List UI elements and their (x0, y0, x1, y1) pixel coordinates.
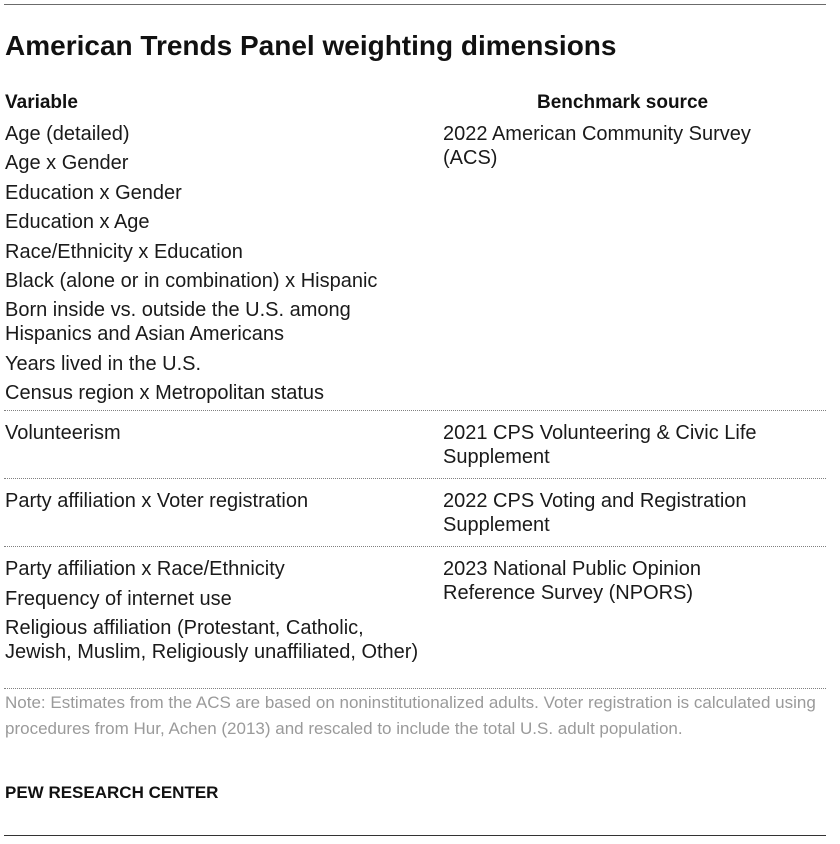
variable-cell: Party affiliation x Voter registration (4, 489, 441, 541)
footnote: Note: Estimates from the ACS are based o… (5, 693, 816, 738)
page-title: American Trends Panel weighting dimensio… (5, 30, 617, 61)
top-rule (4, 4, 826, 5)
variable-cell: Volunteerism (4, 421, 441, 473)
variable-cell: Age (detailed) Age x Gender Education x … (4, 122, 441, 405)
benchmark-source-cell: 2022 CPS Voting and Registration Supplem… (443, 490, 747, 536)
table-row: Party affiliation x Voter registration 2… (4, 479, 826, 547)
table-row: Party affiliation x Race/Ethnicity Frequ… (4, 547, 826, 689)
variable-item: Years lived in the U.S. (5, 352, 202, 375)
variable-item: Census region x Metropolitan status (5, 382, 325, 405)
benchmark-source-cell: 2022 American Community Survey (ACS) (443, 123, 751, 169)
table-header: Variable Benchmark source (4, 91, 826, 119)
variable-item: Frequency of internet use (5, 587, 232, 610)
variable-item: Education x Gender (5, 181, 182, 204)
column-header-benchmark-source: Benchmark source (537, 92, 709, 113)
variable-item: Party affiliation x Race/Ethnicity (5, 558, 285, 580)
variable-item: Born inside vs. outside the U.S. among H… (5, 299, 351, 346)
table-row: Age (detailed) Age x Gender Education x … (4, 119, 826, 411)
variable-item: Age x Gender (5, 152, 129, 175)
variable-item: Black (alone or in combination) x Hispan… (5, 269, 378, 292)
benchmark-source-cell: 2021 CPS Volunteering & Civic Life Suppl… (443, 422, 757, 468)
bottom-rule (4, 835, 826, 836)
column-header-variable: Variable (5, 92, 78, 113)
variable-item: Age (detailed) (5, 123, 130, 145)
source-credit: PEW RESEARCH CENTER (5, 783, 219, 802)
weighting-table: Variable Benchmark source Age (detailed)… (4, 91, 826, 689)
variable-item: Education x Age (5, 211, 150, 234)
variable-item: Religious affiliation (Protestant, Catho… (5, 617, 419, 663)
variable-item: Race/Ethnicity x Education (5, 240, 243, 263)
variable-item: Volunteerism (5, 422, 121, 444)
variable-item: Party affiliation x Voter registration (5, 490, 309, 512)
table-row: Volunteerism 2021 CPS Volunteering & Civ… (4, 411, 826, 479)
benchmark-source-cell: 2023 National Public Opinion Reference S… (443, 558, 701, 604)
variable-cell: Party affiliation x Race/Ethnicity Frequ… (4, 557, 441, 683)
